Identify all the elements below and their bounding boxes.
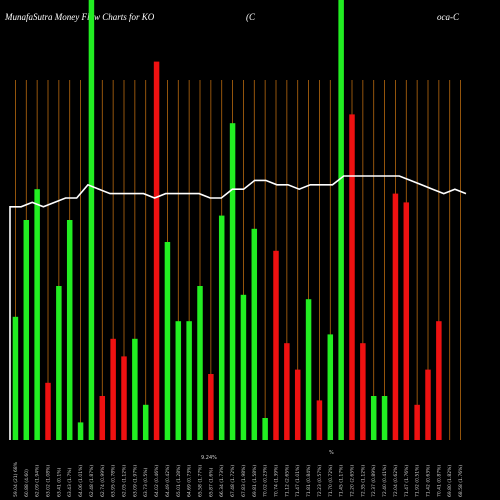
x-tick-label: 59.04 (21) 68% [13,461,19,497]
x-tick-label: 64.49 (0.42%) [165,465,171,497]
x-tick-label: 71.12 (2.65%) [284,465,290,497]
bar-down [294,369,301,440]
x-tick-label: 67.48 (1.72%) [230,465,236,497]
x-tick-label: 72.40 (0.41%) [382,465,388,497]
chart-title: MunafaSutra Money Flow Charts for KO [5,12,155,22]
chart-title-ticker-rest: oca-C [437,12,459,22]
x-tick-label: 62.09 (1.94%) [35,465,41,497]
x-tick-label: 64.02 (0.46%) [154,465,160,497]
bar-up [34,189,40,440]
x-tick-label: 65.58 (1.77%) [198,465,204,497]
stray-label: % [329,450,334,456]
x-tick-label: 71.47 (1.01%) [295,465,301,497]
x-tick-label: 69.81 (1.58%) [252,465,258,497]
bar-down [208,374,214,440]
bar-down [316,400,323,440]
bar-up [175,321,182,440]
x-tick-label: 72.23 (0.57%) [317,465,323,497]
bar-up [381,396,388,440]
x-tick-label: 72.37 (0.89%) [371,465,377,497]
x-tick-label: 62.48 (1.87%) [89,465,95,497]
bar-down [45,382,51,440]
bar-up [218,215,225,440]
bar-up [77,422,84,440]
x-tick-label: 65.87 (1.6%) [208,467,214,497]
x-tick-label: 63.02 (1.08%) [46,465,52,497]
x-tick-label: 71.47 (1.76%) [404,465,410,497]
x-tick-label: 63.41 (0.1%) [56,467,62,497]
x-tick-label: 71.92 (0.51%) [415,465,421,497]
bar-down [392,193,399,440]
x-tick-label: 65.01 (1.28%) [176,465,182,497]
x-tick-label: 71.70 (0.72%) [328,465,334,497]
x-tick-label: 72.35 (1.12%) [360,465,366,497]
x-tick-label: 69.80 (1.82%) [447,465,453,497]
bar-down [414,404,420,440]
bar-down [403,202,410,440]
stray-label: 9.24% [201,455,217,461]
x-tick-label: 66.34 (1.73%) [219,465,225,497]
x-tick-label: 63.73 (0.5%) [143,467,149,497]
bar-up [142,404,149,440]
x-tick-label: 63.09 (1.97%) [132,465,138,497]
x-tick-label: 67.83 (1.98%) [241,465,247,497]
bar-up [56,286,62,440]
bar-up [23,220,30,440]
x-tick-label: 62.05 (1.12%) [122,465,128,497]
bar-down [110,338,116,440]
x-tick-label: 70.74 (1.39%) [274,465,280,497]
x-tick-label: 63.95 (0.78%) [111,465,117,497]
bar-down [284,343,290,440]
money-flow-line [9,175,467,440]
bar-down [121,356,127,440]
bar-up [12,316,19,440]
x-tick-label: 71.45 (1.17%) [339,465,345,497]
x-tick-label: 71.42 (0.63%) [426,465,432,497]
x-tick-label: 64.69 (0.73%) [187,465,193,497]
bar-up [305,299,312,440]
bar-down [436,321,442,440]
bar-up [132,338,138,440]
x-tick-label: 64.06 (1.01%) [78,465,84,497]
bar-up [88,0,95,440]
x-tick-label: 71.81 (0.84%) [306,465,312,497]
bar-up [370,396,377,440]
chart-title-ticker-open: (C [246,12,255,22]
bar-up [240,294,247,440]
x-tick-label: 60.88 (4.60) [24,469,30,497]
bar-down [360,343,366,440]
x-tick-label: 72.20 (2.65%) [350,465,356,497]
x-tick-label: 62.74 (0.99%) [100,465,106,497]
bar-up [338,0,344,440]
bar-down [349,114,355,441]
bar-up [251,228,258,440]
bar-up [66,220,73,440]
bar-down [273,250,279,440]
bar-up [186,321,192,440]
x-tick-label: 72.04 (0.62%) [393,465,399,497]
x-tick-label: 63.43 (1.7%) [67,467,73,497]
bar-down [425,369,431,440]
bar-down [99,396,106,440]
x-tick-label: 70.02 (0.23%) [263,465,269,497]
x-tick-label: 70.41 (0.87%) [436,465,442,497]
bar-down [153,61,160,440]
bar-up [229,123,236,440]
bar-up [262,418,268,440]
x-tick-label: 68.58 (1.76%) [458,465,464,497]
bar-up [197,286,203,440]
bar-up [327,334,334,440]
bar-up [164,242,171,440]
